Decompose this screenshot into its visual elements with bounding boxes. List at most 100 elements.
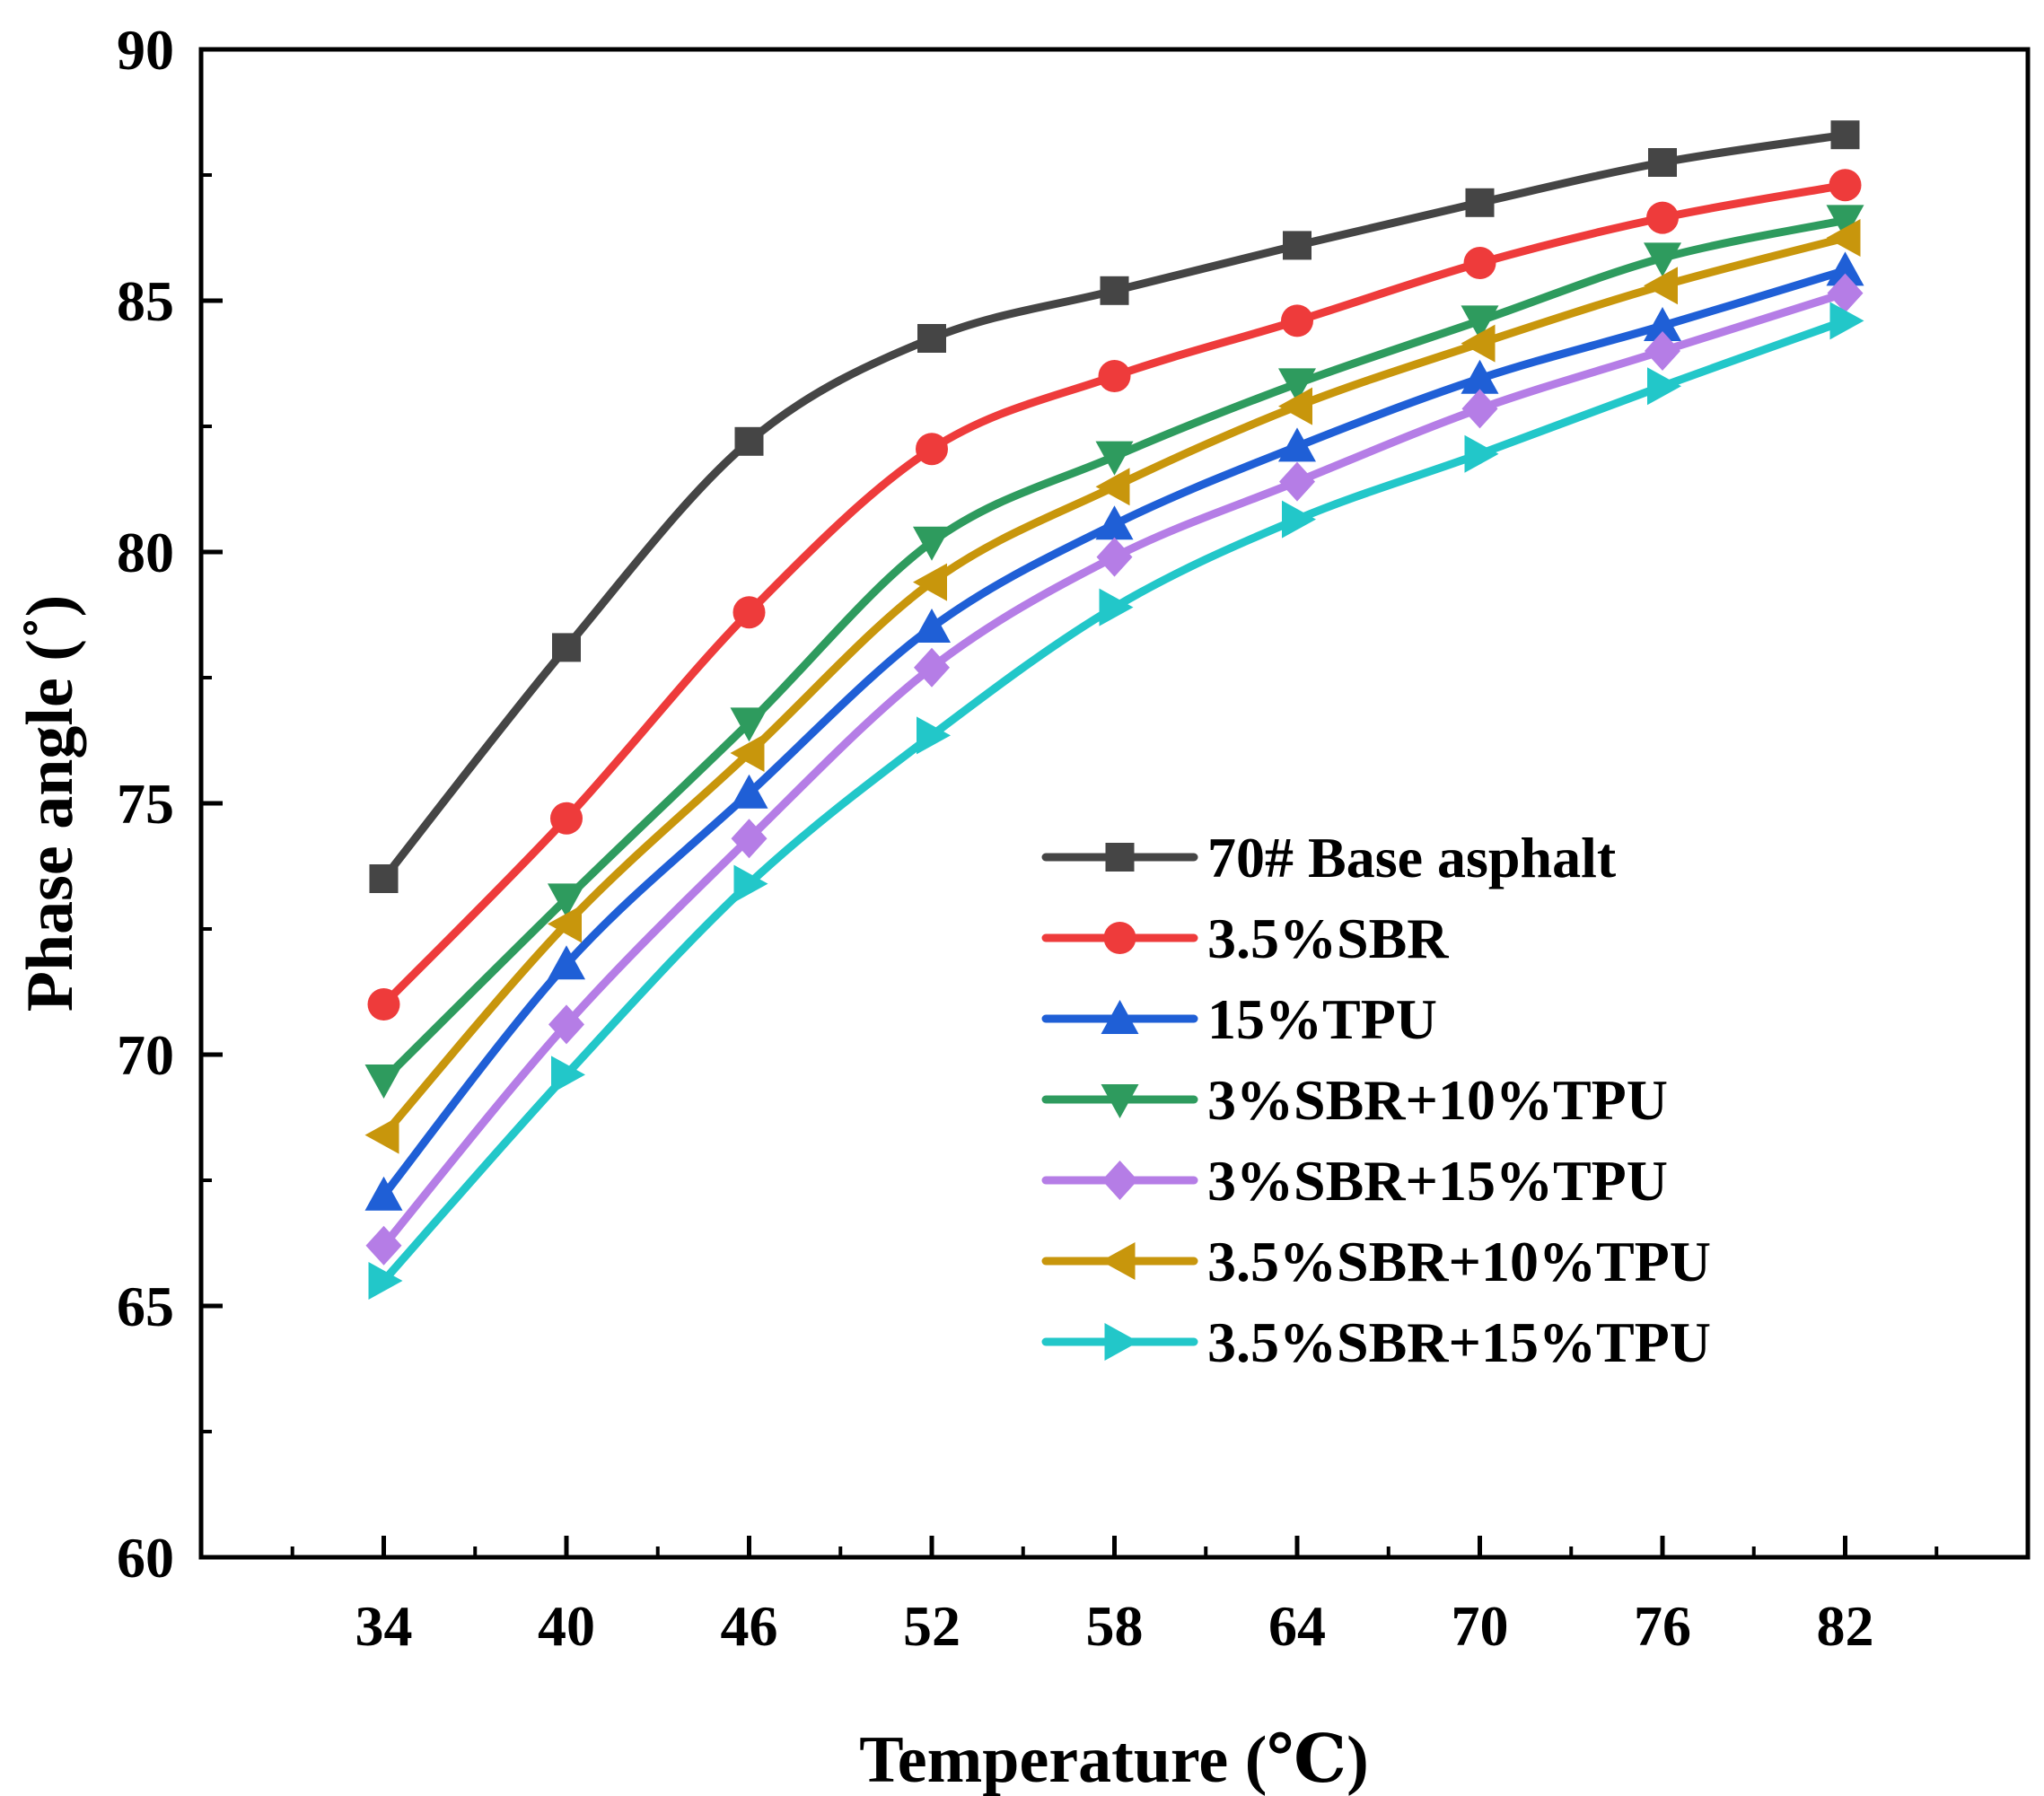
x-tick-label: 52 [903, 1594, 961, 1658]
series-6 [368, 302, 1864, 1300]
x-tick-label: 40 [538, 1594, 595, 1658]
data-point [1100, 276, 1129, 305]
data-point [1829, 169, 1862, 202]
y-tick-label: 75 [117, 772, 174, 836]
y-tick-label: 85 [117, 269, 174, 333]
legend-swatch-marker [1101, 1161, 1138, 1200]
legend-label: 70# Base asphalt [1207, 826, 1617, 889]
series-line [380, 316, 1849, 1285]
series-0 [369, 120, 1860, 893]
data-point [1465, 188, 1495, 217]
legend-label: 3.5%SBR+10%TPU [1207, 1230, 1711, 1293]
series-line [380, 266, 1849, 1200]
data-point [730, 774, 768, 809]
x-tick-label: 64 [1268, 1594, 1326, 1658]
legend-label: 3%SBR+10%TPU [1207, 1068, 1668, 1132]
data-point [1461, 389, 1498, 429]
data-point [550, 802, 583, 835]
x-tick-label: 70 [1452, 1594, 1509, 1658]
data-point [1827, 273, 1864, 313]
data-point [1281, 304, 1313, 337]
data-point [369, 864, 399, 893]
legend-swatch-marker [1101, 1242, 1136, 1280]
data-point [1278, 427, 1316, 462]
legend-label: 3.5%SBR+15%TPU [1207, 1310, 1711, 1374]
legend-label: 15%TPU [1207, 987, 1437, 1051]
data-point [548, 905, 582, 943]
y-tick-label: 80 [117, 521, 174, 584]
data-point [1826, 251, 1864, 286]
data-point [731, 819, 768, 859]
legend-item: 3.5%SBR [1041, 907, 1449, 970]
data-point [367, 988, 400, 1021]
legend-label: 3%SBR+15%TPU [1207, 1149, 1668, 1213]
x-tick-label: 46 [721, 1594, 778, 1658]
legend-swatch-marker [1103, 922, 1136, 954]
x-tick-label: 76 [1634, 1594, 1691, 1658]
data-point [1644, 267, 1678, 305]
data-point [364, 1116, 399, 1154]
data-point [733, 864, 768, 903]
legend-swatch-marker [1104, 1323, 1139, 1361]
data-point [1461, 359, 1499, 394]
data-point [1645, 331, 1680, 371]
data-point [1282, 500, 1316, 539]
x-tick-label: 34 [355, 1594, 413, 1658]
legend-item: 3.5%SBR+10%TPU [1041, 1230, 1711, 1293]
legend-label: 3.5%SBR [1207, 907, 1449, 970]
data-point [917, 716, 951, 755]
data-point [551, 1056, 585, 1094]
x-axis: 34 40 46 52 58 64 70 76 82 [290, 1536, 1939, 1658]
data-point [733, 596, 766, 629]
data-point [1464, 434, 1499, 473]
data-point [914, 647, 950, 688]
data-point [730, 734, 765, 772]
series-line [380, 180, 1849, 1009]
legend-item: 3%SBR+10%TPU [1041, 1068, 1668, 1132]
data-point [1826, 219, 1861, 257]
data-point [1278, 387, 1312, 425]
x-tick-label: 58 [1086, 1594, 1144, 1658]
legend-item: 3.5%SBR+15%TPU [1041, 1310, 1711, 1374]
data-point [364, 1064, 403, 1099]
data-point [913, 563, 947, 601]
data-point [1283, 231, 1311, 260]
data-point [364, 1176, 403, 1211]
data-point [1647, 367, 1681, 406]
legend-item: 70# Base asphalt [1041, 826, 1617, 889]
data-point [730, 707, 768, 742]
legend-swatch-marker [1101, 1000, 1139, 1034]
y-tick-label: 70 [117, 1023, 174, 1087]
data-point [1461, 324, 1496, 363]
y-tick-label: 65 [117, 1275, 174, 1338]
data-point [1095, 468, 1130, 506]
data-point [1279, 461, 1315, 502]
y-axis: 60 65 70 75 80 85 90 [117, 18, 223, 1590]
data-point [365, 1225, 402, 1266]
x-tick-label: 82 [1817, 1594, 1874, 1658]
data-point [1096, 537, 1133, 577]
series-line [380, 130, 1849, 883]
y-tick-label: 90 [117, 18, 174, 82]
data-point [548, 1004, 584, 1045]
data-point [548, 883, 585, 918]
data-point [1829, 302, 1864, 340]
data-point [1278, 368, 1316, 403]
data-point [1644, 242, 1681, 277]
series-line [380, 233, 1849, 1140]
legend-item: 3%SBR+15%TPU [1041, 1149, 1668, 1213]
data-point [913, 526, 951, 561]
legend: 70# Base asphalt 3.5%SBR 15%TPU 3%SBR+10%TP… [1041, 826, 1711, 1374]
data-point [917, 324, 946, 353]
series-4 [365, 273, 1864, 1266]
data-point [368, 1262, 403, 1300]
data-point [552, 633, 581, 662]
legend-item: 15%TPU [1041, 987, 1437, 1051]
series-3 [364, 205, 1864, 1099]
data-point [916, 433, 948, 466]
data-point [913, 609, 951, 643]
data-point [1099, 588, 1134, 626]
data-point [1830, 120, 1860, 150]
series-layer [364, 120, 1864, 1300]
